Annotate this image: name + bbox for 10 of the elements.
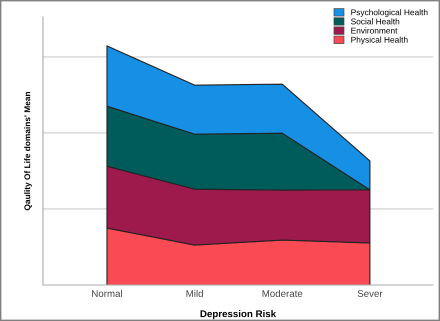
- x-tick-label: Mild: [186, 290, 203, 297]
- legend-label: Physical Health: [351, 36, 408, 44]
- x-tick-label: Normal: [92, 290, 122, 297]
- x-tick-label: Sever: [358, 290, 382, 297]
- y-axis-title: Qaulity Of Life domains' Mean: [24, 92, 32, 210]
- x-tick-label: Moderate: [262, 290, 302, 297]
- legend-label: Social Health: [351, 18, 400, 24]
- legend-label: Psychological Health: [351, 9, 428, 17]
- x-axis-title: Depression Risk: [200, 310, 276, 320]
- legend-label: Environment: [351, 27, 398, 34]
